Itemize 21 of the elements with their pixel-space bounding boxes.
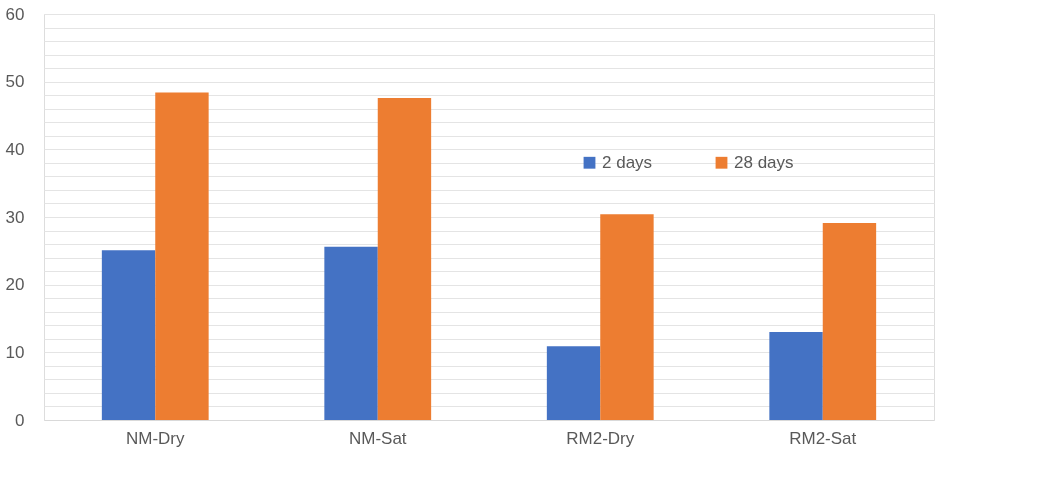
x-tick-label: NM-Sat [348,428,407,448]
bar [600,214,654,420]
bar [155,92,209,420]
legend-label: 2 days [602,152,653,172]
legend-label: 28 days [734,152,794,172]
bar [101,250,156,420]
y-tick-label: 20 [5,275,25,295]
y-tick-label: 0 [15,410,25,430]
bar [324,246,378,420]
bar [546,346,601,420]
bar [377,97,432,420]
bar [769,332,823,420]
y-tick-label: 60 [5,4,25,24]
y-tick-label: 50 [5,72,25,92]
x-tick-label: RM2-Sat [789,428,857,448]
bar [822,223,877,420]
x-tick-label: RM2-Dry [566,428,635,448]
x-tick-label: NM-Dry [125,428,186,448]
y-tick-label: 40 [5,139,25,159]
y-tick-label: 10 [5,342,25,362]
y-tick-label: 30 [5,207,25,227]
